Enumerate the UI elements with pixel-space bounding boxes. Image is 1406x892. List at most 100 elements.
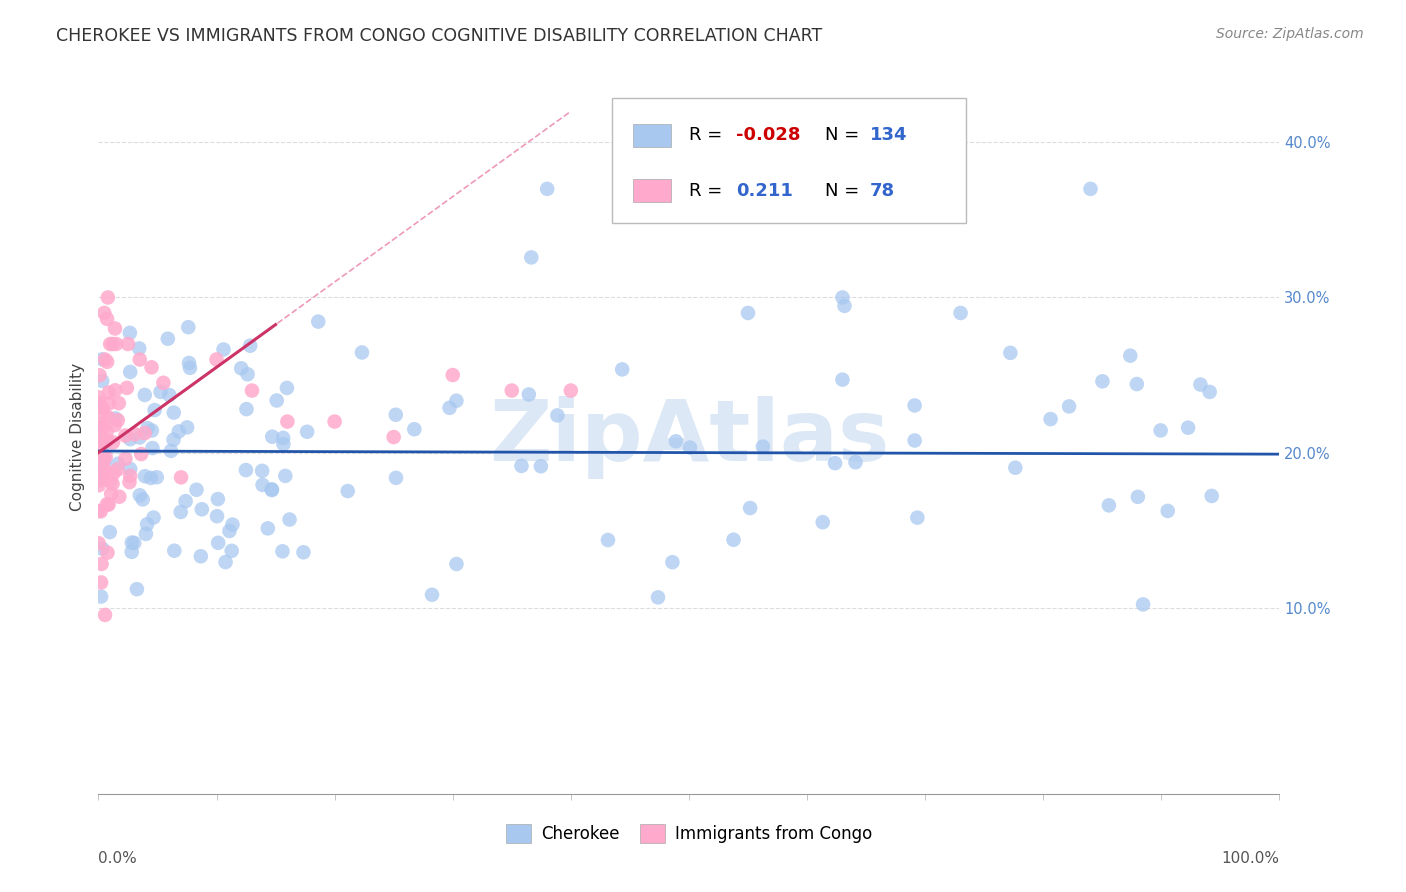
Point [87, 390, 110, 404]
Point [170, 505, 193, 519]
Point [831, 373, 853, 387]
Text: 134: 134 [870, 127, 907, 145]
Point [115, 381, 138, 395]
Point [104, 321, 127, 335]
Point [1198, 384, 1220, 399]
Point [132, 492, 155, 507]
Point [124, 427, 146, 442]
Point [98, 396, 121, 410]
Point [404, 422, 426, 436]
Point [89, 396, 111, 410]
Point [87, 420, 110, 434]
Point [96, 546, 118, 560]
Point [96, 424, 118, 438]
Point [108, 490, 131, 504]
Point [93, 451, 115, 466]
Point [737, 306, 759, 320]
Point [385, 471, 408, 485]
Point [271, 431, 294, 445]
Point [96, 312, 118, 326]
Point [179, 360, 201, 375]
Point [1132, 598, 1154, 612]
Point [240, 384, 263, 398]
Point [292, 545, 315, 559]
Point [163, 543, 186, 558]
Point [1126, 377, 1149, 392]
Point [107, 462, 129, 476]
Point [118, 475, 141, 490]
Point [260, 483, 283, 497]
Point [336, 484, 359, 499]
Point [143, 403, 166, 417]
Point [177, 356, 200, 370]
Point [250, 464, 273, 478]
Point [214, 555, 236, 569]
Point [152, 376, 174, 390]
Point [235, 463, 257, 477]
Point [252, 478, 274, 492]
Point [96, 497, 118, 511]
Point [160, 443, 183, 458]
Point [134, 426, 156, 441]
Point [420, 588, 443, 602]
Point [118, 326, 141, 340]
Point [120, 469, 142, 483]
Y-axis label: Cognitive Disability: Cognitive Disability [69, 363, 84, 511]
Point [87, 536, 110, 550]
Point [104, 384, 127, 398]
Point [536, 182, 558, 196]
Point [89, 368, 111, 383]
Point [136, 421, 159, 435]
Point [831, 290, 853, 304]
Point [134, 469, 156, 483]
Point [104, 411, 127, 425]
Point [186, 483, 208, 497]
Point [276, 381, 298, 395]
Point [262, 430, 284, 444]
Point [307, 315, 329, 329]
Point [212, 343, 235, 357]
Point [98, 474, 121, 488]
Text: R =: R = [689, 127, 723, 145]
Point [517, 387, 540, 401]
Point [384, 408, 406, 422]
Point [141, 424, 163, 438]
Point [1098, 499, 1121, 513]
Point [1157, 504, 1180, 518]
Point [1080, 182, 1102, 196]
Point [91, 401, 114, 416]
Point [274, 468, 297, 483]
Point [128, 352, 150, 367]
Point [120, 365, 142, 379]
Point [91, 352, 114, 367]
Point [905, 510, 928, 524]
Point [125, 582, 148, 596]
Point [91, 541, 114, 556]
Point [128, 488, 150, 502]
Point [108, 396, 131, 410]
Point [128, 430, 150, 444]
Text: 0.0%: 0.0% [98, 851, 138, 866]
Text: 100.0%: 100.0% [1222, 851, 1279, 866]
Point [93, 408, 115, 422]
Point [89, 400, 111, 414]
Point [273, 437, 295, 451]
Point [205, 352, 228, 367]
Point [105, 337, 128, 351]
Point [121, 535, 143, 549]
Point [1201, 489, 1223, 503]
Point [134, 388, 156, 402]
Point [94, 607, 117, 622]
Point [89, 464, 111, 478]
Point [221, 544, 243, 558]
Point [1149, 424, 1171, 438]
Bar [634, 179, 671, 202]
Point [89, 471, 111, 485]
Point [1000, 346, 1022, 360]
Point [103, 467, 125, 481]
Point [752, 440, 775, 454]
Point [97, 410, 120, 425]
Point [1177, 420, 1199, 434]
Text: R =: R = [689, 182, 723, 200]
Point [146, 470, 169, 484]
